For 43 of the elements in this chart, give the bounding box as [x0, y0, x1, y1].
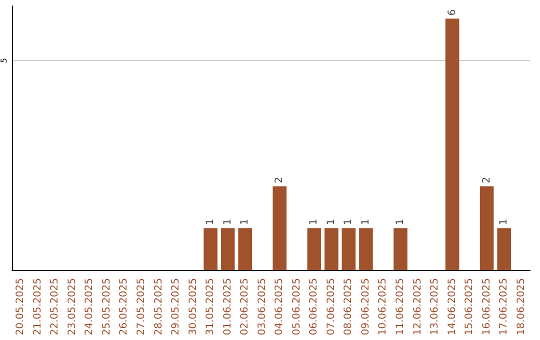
x-tick-label: 14.06.2025: [446, 278, 458, 336]
x-tick-label: 18.06.2025: [516, 278, 527, 336]
data-label: 1: [222, 218, 234, 226]
data-label: 6: [446, 9, 458, 16]
x-tick-label: 08.06.2025: [343, 278, 354, 336]
x-tick-label: 05.06.2025: [291, 278, 302, 336]
x-tick-label: 12.06.2025: [412, 278, 424, 336]
x-tick-label: 29.05.2025: [170, 278, 182, 336]
x-tick-label: 26.05.2025: [118, 278, 130, 336]
y-tick-label: 5: [0, 58, 8, 64]
data-label: 1: [360, 218, 372, 226]
x-tick-label: 01.06.2025: [222, 278, 234, 336]
data-label: 1: [498, 218, 510, 226]
x-tick-label: 23.05.2025: [66, 278, 78, 336]
x-tick-label: 20.05.2025: [15, 278, 26, 336]
x-tick-label: 09.06.2025: [360, 278, 372, 336]
x-tick-label: 10.06.2025: [378, 278, 389, 336]
data-label: 1: [343, 218, 354, 226]
data-label: 2: [274, 176, 286, 184]
data-label: 1: [240, 218, 251, 226]
data-label: 1: [205, 218, 216, 226]
x-tick-label: 11.06.2025: [395, 278, 406, 336]
x-tick-label: 28.05.2025: [153, 278, 164, 336]
x-tick-label: 13.06.2025: [430, 278, 441, 336]
data-label: 1: [326, 218, 337, 226]
x-tick-label: 22.05.2025: [50, 278, 61, 336]
x-tick-label: 02.06.2025: [240, 278, 251, 336]
x-tick-label: 07.06.2025: [326, 278, 337, 336]
x-tick-label: 30.05.2025: [188, 278, 199, 336]
x-tick-label: 15.06.2025: [464, 278, 476, 336]
x-tick-label: 21.05.2025: [32, 278, 44, 336]
x-tick-label: 04.06.2025: [274, 278, 286, 336]
x-tick-label: 25.05.2025: [101, 278, 112, 336]
x-tick-label: 24.05.2025: [84, 278, 96, 336]
data-label: 1: [395, 218, 406, 226]
data-label: 1: [308, 218, 320, 226]
data-label: 2: [481, 176, 492, 184]
x-tick-label: 27.05.2025: [136, 278, 147, 336]
x-tick-label: 16.06.2025: [481, 278, 492, 336]
x-tick-label: 06.06.2025: [308, 278, 320, 336]
x-tick-label: 31.05.2025: [205, 278, 216, 336]
x-tick-label: 03.06.2025: [256, 278, 268, 336]
x-tick-label: 17.06.2025: [498, 278, 510, 336]
